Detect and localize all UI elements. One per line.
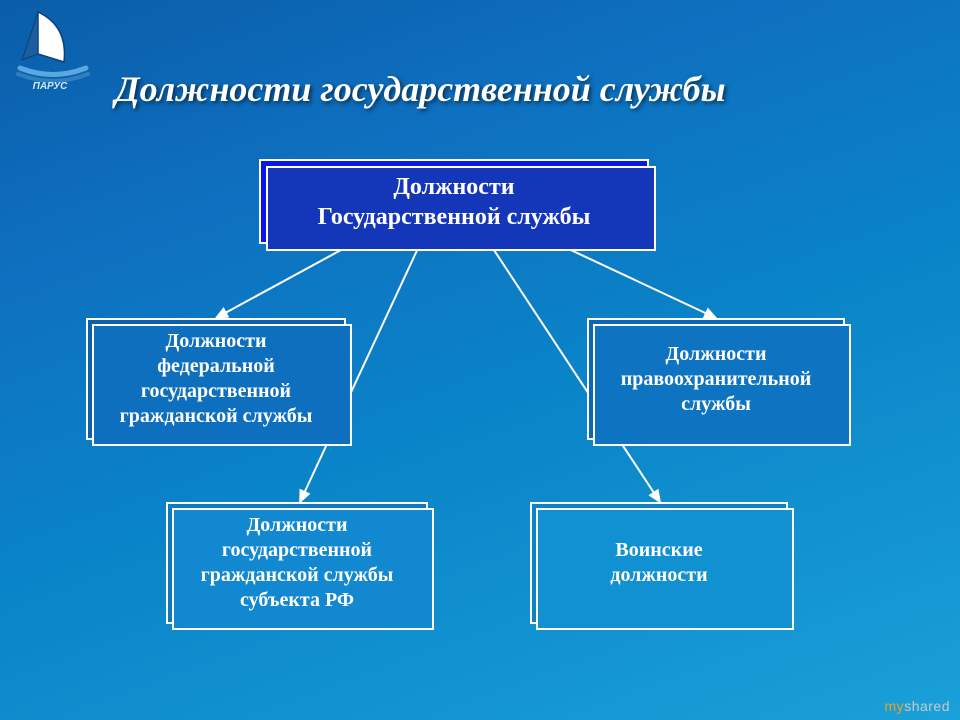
child-node-text: Воинскиедолжности xyxy=(544,538,774,588)
watermark-part1: my xyxy=(885,698,905,714)
logo: ПАРУС xyxy=(8,6,98,96)
logo-text: ПАРУС xyxy=(33,81,68,92)
child-node-text: Должностифедеральнойгосударственнойгражд… xyxy=(100,329,332,429)
slide: ПАРУС Должности государственной службы Д… xyxy=(0,0,960,720)
watermark: myshared xyxy=(885,698,950,714)
child-node-text: Должностиправоохранительнойслужбы xyxy=(601,342,831,417)
sail-logo-icon: ПАРУС xyxy=(8,6,98,96)
slide-title: Должности государственной службы xyxy=(115,68,940,110)
child-node-law-enforcement: Должностиправоохранительнойслужбы xyxy=(587,318,845,440)
child-node-military: Воинскиедолжности xyxy=(530,502,788,624)
child-node-federal-civil: Должностифедеральнойгосударственнойгражд… xyxy=(86,318,346,440)
watermark-part2: shared xyxy=(904,698,950,714)
child-node-subject-civil: Должностигосударственнойгражданской служ… xyxy=(166,502,428,624)
root-node-text: ДолжностиГосударственной службы xyxy=(273,172,635,232)
child-node-text: Должностигосударственнойгражданской служ… xyxy=(180,513,414,613)
root-node: ДолжностиГосударственной службы xyxy=(259,159,649,244)
